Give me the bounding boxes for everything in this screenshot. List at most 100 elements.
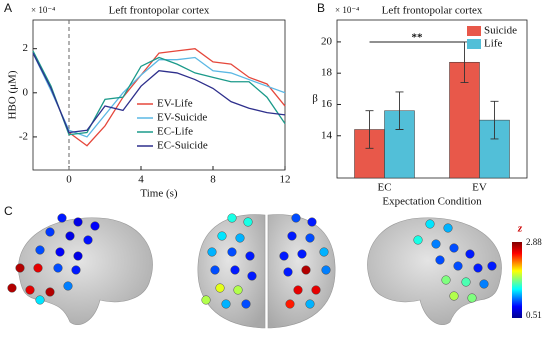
y-tick-label: -2 [19,130,28,142]
channel-dot [241,299,251,309]
legend-label: EV-Life [157,98,193,110]
channel-dot [35,295,45,305]
channel-dot [33,263,43,273]
channel-dot [45,287,55,297]
chart-title: Left frontopolar cortex [382,5,483,17]
x-tick-label: 4 [138,174,144,186]
channel-dot [487,261,497,271]
channel-dot [73,217,83,227]
channel-dot [217,231,227,241]
y-tick-label: 16 [321,98,333,110]
series-line [32,52,286,138]
channel-dot [55,247,65,257]
panel-label: C [4,204,13,218]
brain-right [367,217,502,326]
x-tick-label: EV [472,182,487,194]
channel-dot [207,247,217,257]
series-line [32,47,286,147]
channel-dot [287,231,297,241]
channel-dot [230,265,240,275]
x-axis-label: Expectation Condition [382,196,482,208]
channel-dot [221,299,231,309]
channel-dot [291,213,301,223]
plot-frame [32,19,286,171]
y-axis-label: β [312,93,318,105]
significance-label: ** [412,32,424,44]
channel-dot [461,277,471,287]
channel-dot [465,249,475,259]
colorbar-max: 2.88 [526,237,542,247]
legend-label: EC-Suicide [157,140,208,152]
channel-dot [63,281,73,291]
channel-dot [45,227,55,237]
error-bar [395,91,404,130]
brain-renders [7,213,502,329]
channel-dot [25,285,35,295]
x-tick-label: 0 [66,174,72,186]
channel-dot [311,285,321,295]
channel-dot [65,231,75,241]
channel-dot [210,265,220,275]
channel-dot [201,295,211,305]
colorbar [512,242,522,318]
y-multiplier: × 10⁻⁴ [31,5,55,15]
x-tick-label: EC [377,182,391,194]
channel-dot [235,233,245,243]
y-tick-label: 18 [321,67,333,79]
channel-dot [227,213,237,223]
chart-title: Left frontopolar cortex [109,5,210,17]
channel-dot [35,245,45,255]
channel-dot [71,265,81,275]
y-axis-label: HBO (μM) [7,70,19,119]
channel-dot [243,217,253,227]
channel-dot [83,235,93,245]
legend-label: Life [484,38,502,50]
y-multiplier: × 10⁻⁴ [335,5,359,15]
channel-dot [441,275,451,285]
channel-dot [443,223,453,233]
y-tick-label: 2 [23,42,29,54]
y-tick-label: 20 [321,35,333,47]
y-tick-label: 0 [23,86,29,98]
channel-dot [305,299,315,309]
legend-label: Suicide [484,25,517,37]
channel-dot [307,217,317,227]
channel-dot [321,265,331,275]
channel-dot [15,263,25,273]
channel-dot [73,251,83,261]
channel-dot [215,283,225,293]
channel-dot [301,265,311,275]
channel-dot [233,285,243,295]
channel-dot [319,247,329,257]
channel-dot [467,293,477,303]
channel-dot [283,267,293,277]
legend-swatch [467,39,481,49]
channel-dot [7,283,17,293]
channel-dot [413,235,423,245]
x-tick-label: 12 [280,174,291,186]
channel-dot [293,285,303,295]
channel-dot [53,263,63,273]
legend-swatch [467,26,481,36]
legend-label: EV-Suicide [157,112,207,124]
y-tick-label: 14 [321,129,333,141]
channel-dot [297,249,307,259]
x-axis-label: Time (s) [140,188,178,200]
channel-dot [245,251,255,261]
channel-dot [57,213,67,223]
channel-dot [449,243,459,253]
error-bar [365,110,374,149]
channel-dot [227,247,237,257]
channel-dot [453,261,463,271]
error-bar [490,100,499,140]
colorbar-min: 0.51 [526,310,542,320]
panel-label: B [317,1,325,15]
channel-dot [247,271,257,281]
channel-dot [431,239,441,249]
channel-dot [479,279,489,289]
channel-dot [435,255,445,265]
series-line [32,52,286,134]
panel-label: A [4,1,12,15]
channel-dot [473,263,483,273]
